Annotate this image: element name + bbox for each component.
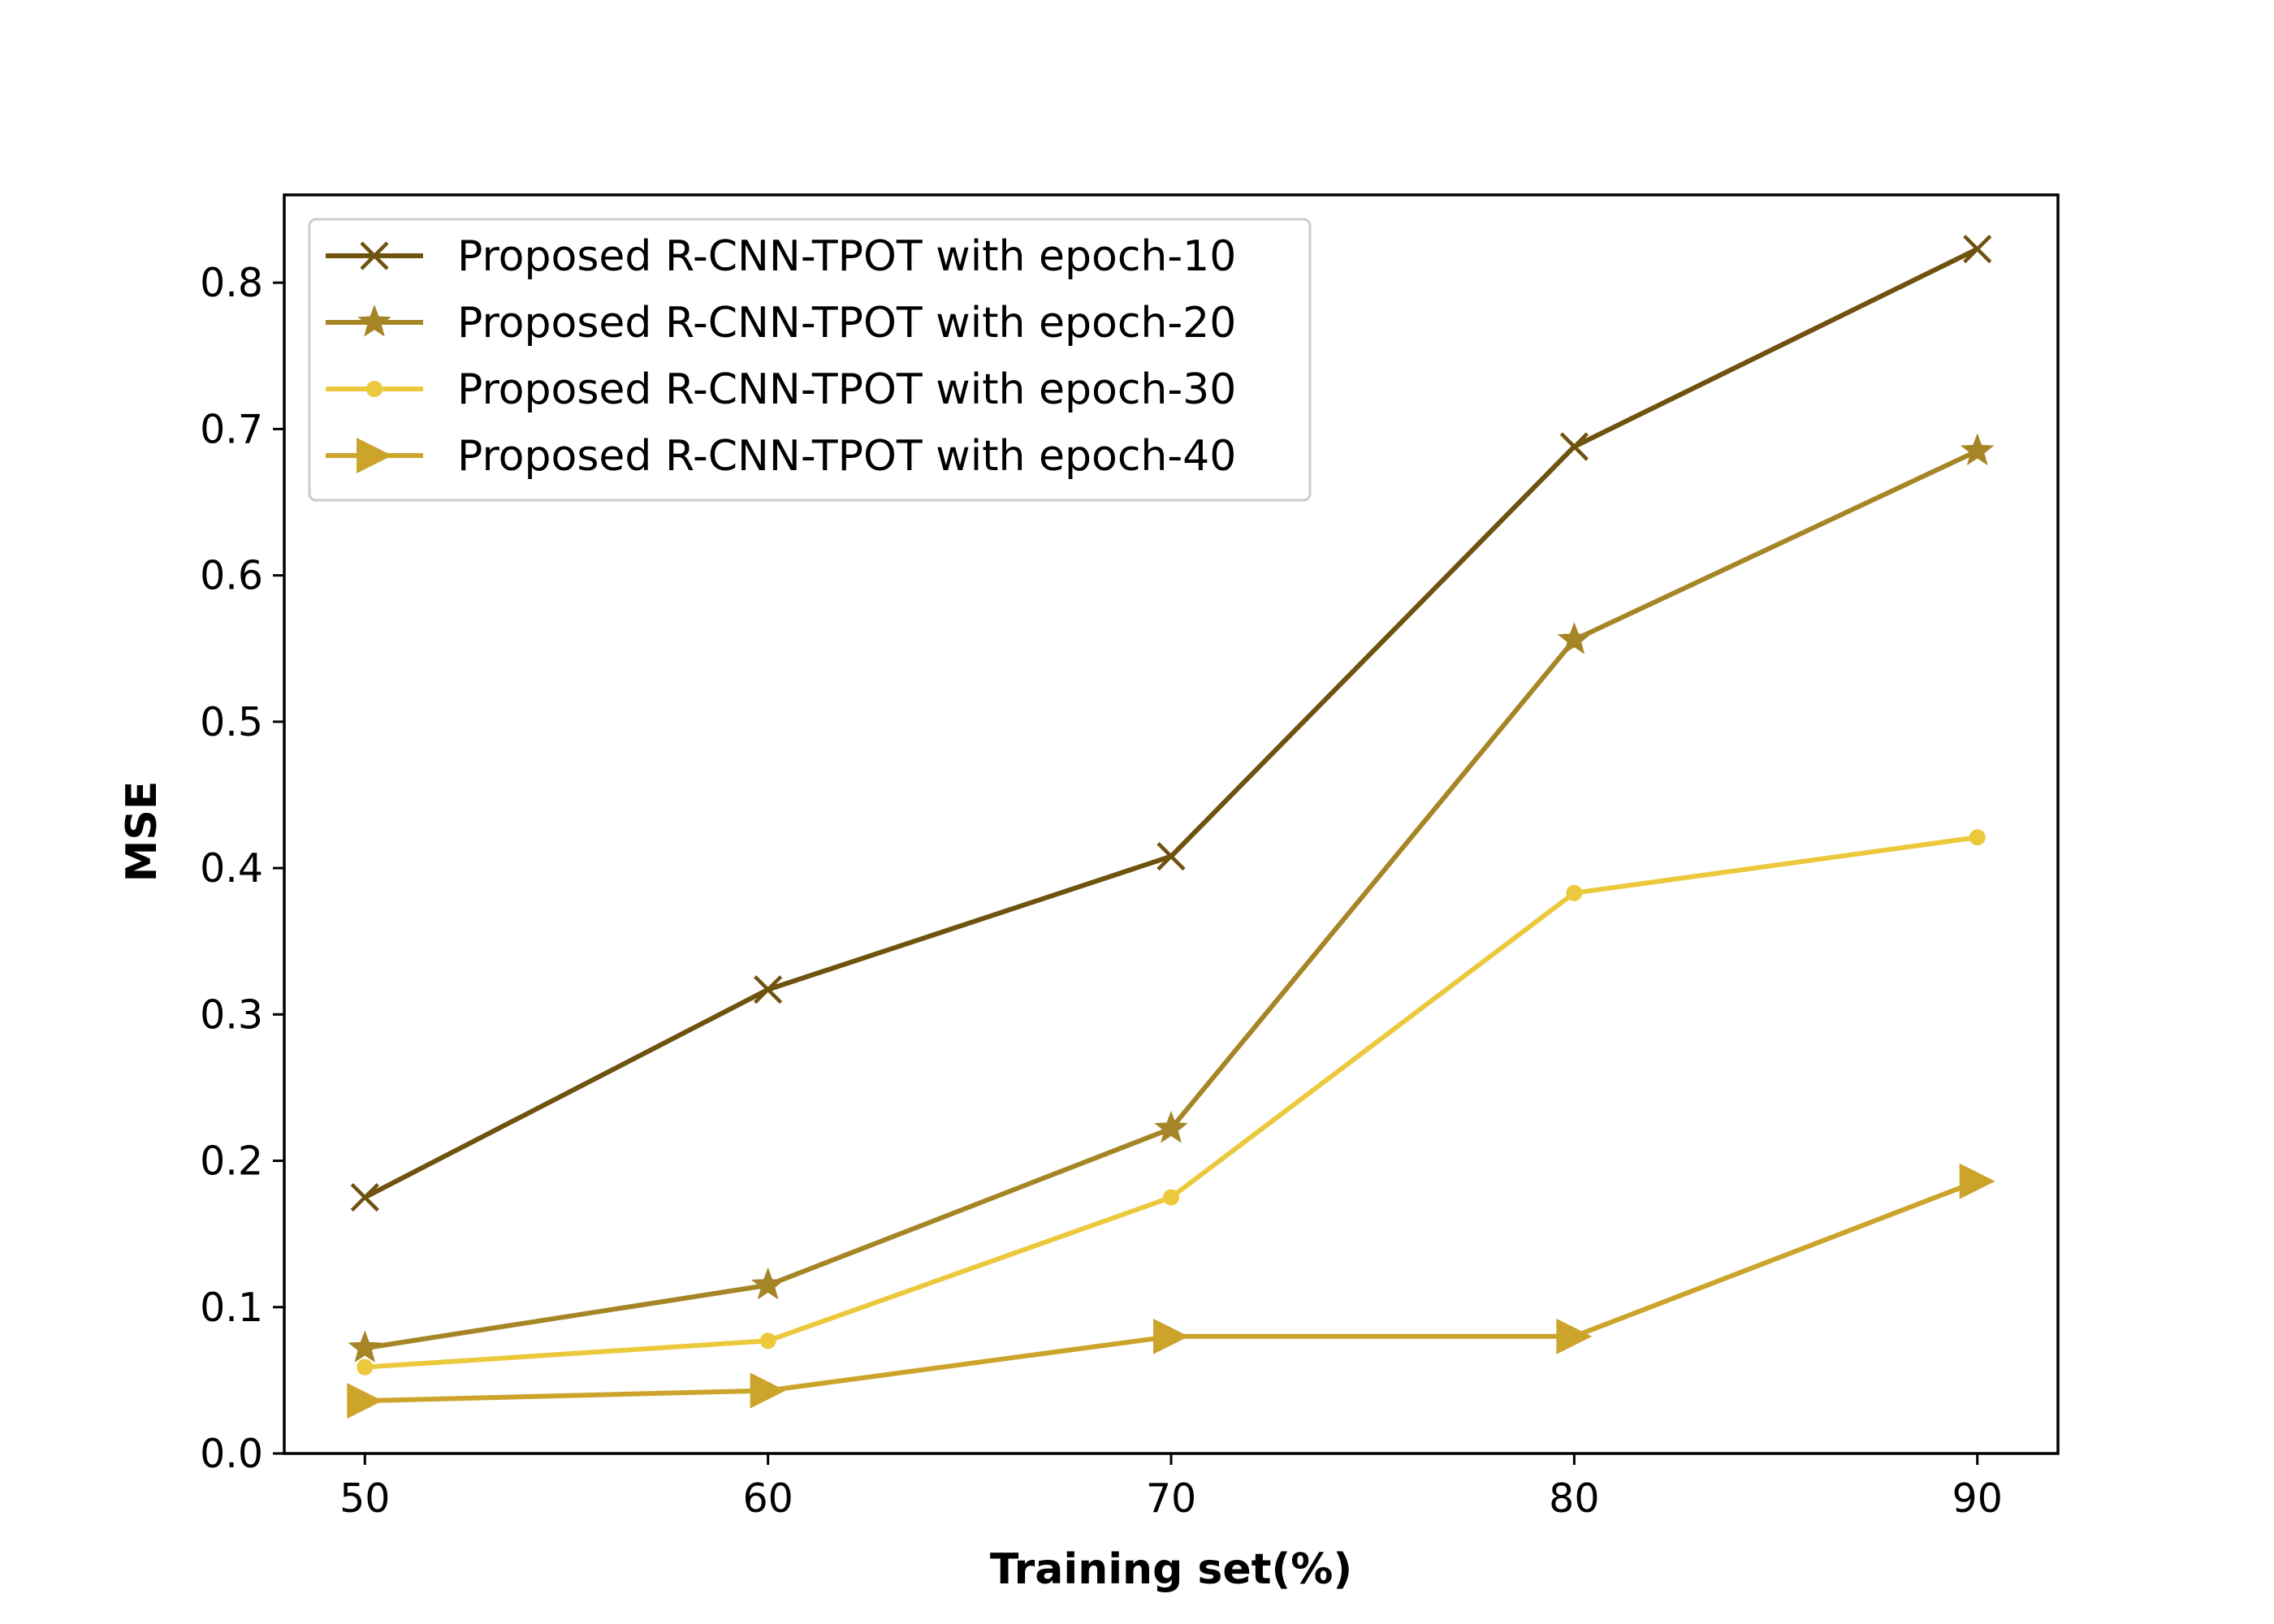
y-axis: 0.0 0.1 0.2 0.3 0.4 0.5 0.6 0.7 0.8 <box>200 260 284 1477</box>
data-point <box>1959 1163 1995 1199</box>
data-point <box>1156 842 1186 871</box>
legend-marker <box>357 438 392 473</box>
data-point <box>1963 235 1992 264</box>
data-point <box>1559 432 1589 461</box>
data-point <box>350 1182 379 1212</box>
data-point <box>750 1267 785 1300</box>
y-tick-label: 0.3 <box>200 991 263 1038</box>
legend-label: Proposed R-CNN-TPOT with epoch-20 <box>457 299 1236 348</box>
legend: Proposed R-CNN-TPOT with epoch-10 Propose… <box>308 218 1312 502</box>
data-point <box>1566 884 1583 901</box>
data-point <box>348 1330 383 1363</box>
data-point <box>1557 622 1592 654</box>
legend-marker <box>360 241 389 270</box>
legend-marker <box>366 381 383 397</box>
legend-label: Proposed R-CNN-TPOT with epoch-30 <box>457 365 1236 414</box>
data-point <box>1163 1189 1179 1206</box>
legend-label: Proposed R-CNN-TPOT with epoch-40 <box>457 432 1236 481</box>
y-tick-label: 0.4 <box>200 845 263 892</box>
x-tick-label: 70 <box>1146 1475 1196 1522</box>
x-axis-title: Training set(%) <box>990 1545 1352 1594</box>
series-layer <box>347 235 1995 1419</box>
x-axis: 50 60 70 80 90 <box>339 1453 2003 1522</box>
legend-marker <box>357 304 391 337</box>
series-1 <box>350 235 1992 1212</box>
y-tick-label: 0.5 <box>200 699 263 745</box>
data-point <box>1969 829 1986 846</box>
y-tick-label: 0.8 <box>200 260 263 306</box>
data-point <box>347 1383 383 1419</box>
y-axis-title: MSE <box>118 781 166 883</box>
data-point <box>1960 433 1995 466</box>
y-tick-label: 0.2 <box>200 1138 263 1185</box>
x-tick-label: 90 <box>1952 1475 2003 1522</box>
x-tick-label: 60 <box>742 1475 793 1522</box>
legend-entry: Proposed R-CNN-TPOT with epoch-40 <box>326 432 1236 481</box>
x-tick-label: 80 <box>1549 1475 1599 1522</box>
y-tick-label: 0.7 <box>200 406 263 452</box>
y-tick-label: 0.6 <box>200 553 263 599</box>
data-point <box>357 1358 374 1376</box>
legend-entry: Proposed R-CNN-TPOT with epoch-20 <box>326 299 1236 348</box>
data-point <box>1154 1111 1188 1143</box>
series-4 <box>347 1163 1995 1419</box>
legend-entry: Proposed R-CNN-TPOT with epoch-10 <box>326 232 1236 281</box>
x-tick-label: 50 <box>339 1475 390 1522</box>
y-tick-label: 0.1 <box>200 1285 263 1331</box>
data-point <box>754 975 783 1004</box>
data-point <box>759 1332 776 1350</box>
legend-entry: Proposed R-CNN-TPOT with epoch-30 <box>326 365 1236 414</box>
data-point <box>1556 1318 1593 1354</box>
series-2 <box>348 433 1995 1363</box>
series-3 <box>357 829 1986 1376</box>
y-tick-label: 0.0 <box>200 1431 263 1477</box>
legend-box <box>308 218 1312 502</box>
data-point <box>1153 1318 1189 1354</box>
legend-label: Proposed R-CNN-TPOT with epoch-10 <box>457 232 1236 281</box>
data-point <box>750 1372 786 1409</box>
